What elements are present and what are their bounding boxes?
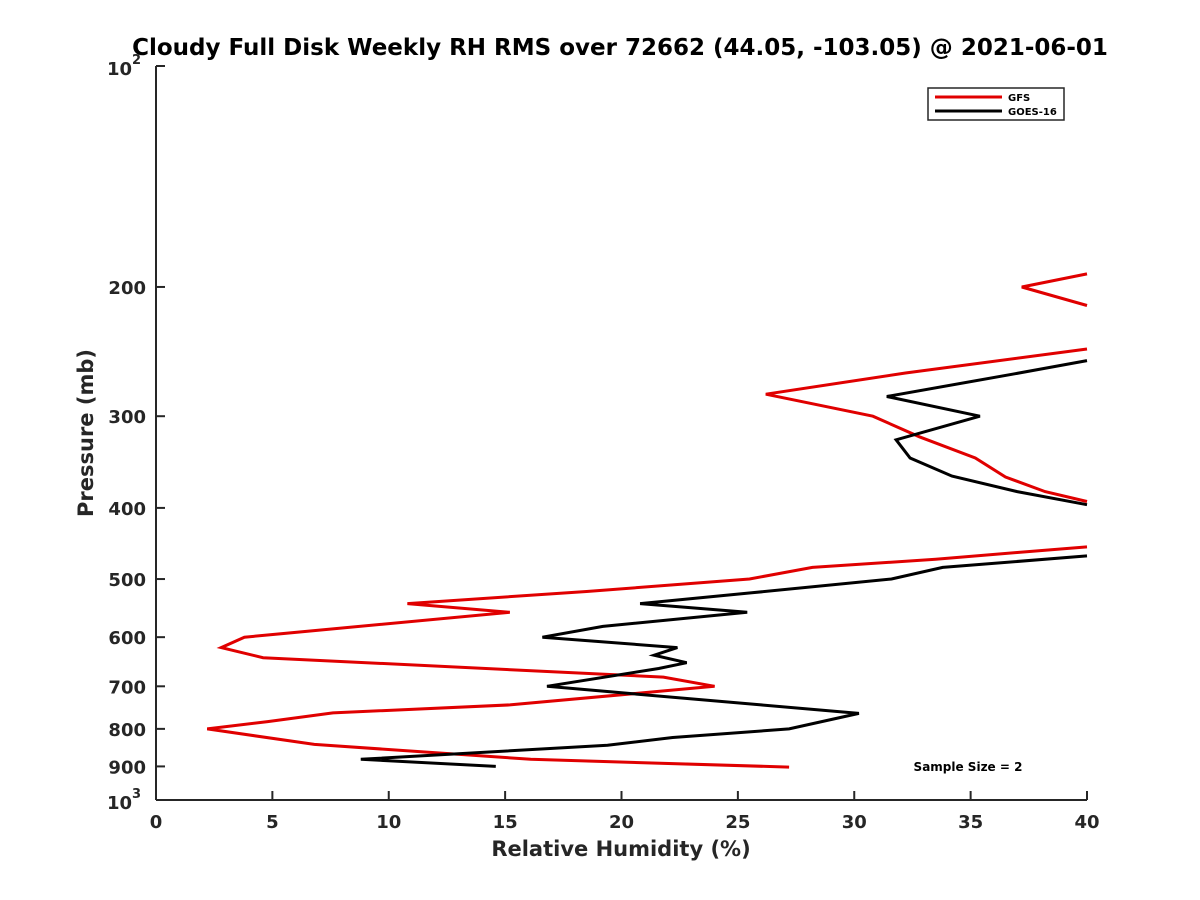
y-tick-label-base: 10 xyxy=(107,793,132,814)
y-tick-label: 500 xyxy=(108,570,146,591)
y-tick-label-exponent: 2 xyxy=(132,53,141,68)
x-tick-label: 25 xyxy=(725,812,750,833)
y-tick-label-base: 10 xyxy=(107,59,132,80)
y-tick-label: 800 xyxy=(108,720,146,741)
series-line-gfs xyxy=(206,272,1088,769)
legend: GFS GOES-16 xyxy=(927,87,1065,121)
y-tick-label-power: 10 3 xyxy=(107,787,141,814)
y-axis-label: Pressure (mb) xyxy=(74,349,98,517)
y-tick-label: 600 xyxy=(108,628,146,649)
y-tick-label: 900 xyxy=(108,757,146,778)
y-tick-label-exponent: 3 xyxy=(132,787,141,802)
legend-label-gfs: GFS xyxy=(1008,93,1030,104)
x-tick-label: 10 xyxy=(376,812,401,833)
axes xyxy=(155,66,1087,801)
x-tick-label: 35 xyxy=(958,812,983,833)
x-tick-label: 30 xyxy=(842,812,867,833)
sample-size-annotation: Sample Size = 2 xyxy=(914,760,1023,774)
x-axis-label: Relative Humidity (%) xyxy=(491,837,750,861)
y-tick-label-power: 10 2 xyxy=(107,53,141,80)
x-ticks: 0 5 10 15 20 25 30 35 40 xyxy=(150,791,1100,833)
x-tick-label: 15 xyxy=(493,812,518,833)
legend-label-goes16: GOES-16 xyxy=(1008,107,1057,118)
x-tick-label: 5 xyxy=(266,812,279,833)
x-tick-label: 40 xyxy=(1074,812,1099,833)
y-tick-label: 400 xyxy=(108,499,146,520)
legend-box xyxy=(927,87,1065,121)
x-tick-label: 20 xyxy=(609,812,634,833)
series-layer xyxy=(206,272,1088,769)
chart-title: Cloudy Full Disk Weekly RH RMS over 7266… xyxy=(132,35,1108,61)
series-line-goes-16 xyxy=(360,359,1088,768)
y-tick-label: 200 xyxy=(108,278,146,299)
x-tick-label: 0 xyxy=(150,812,163,833)
y-tick-label: 300 xyxy=(108,407,146,428)
y-tick-label: 700 xyxy=(108,677,146,698)
